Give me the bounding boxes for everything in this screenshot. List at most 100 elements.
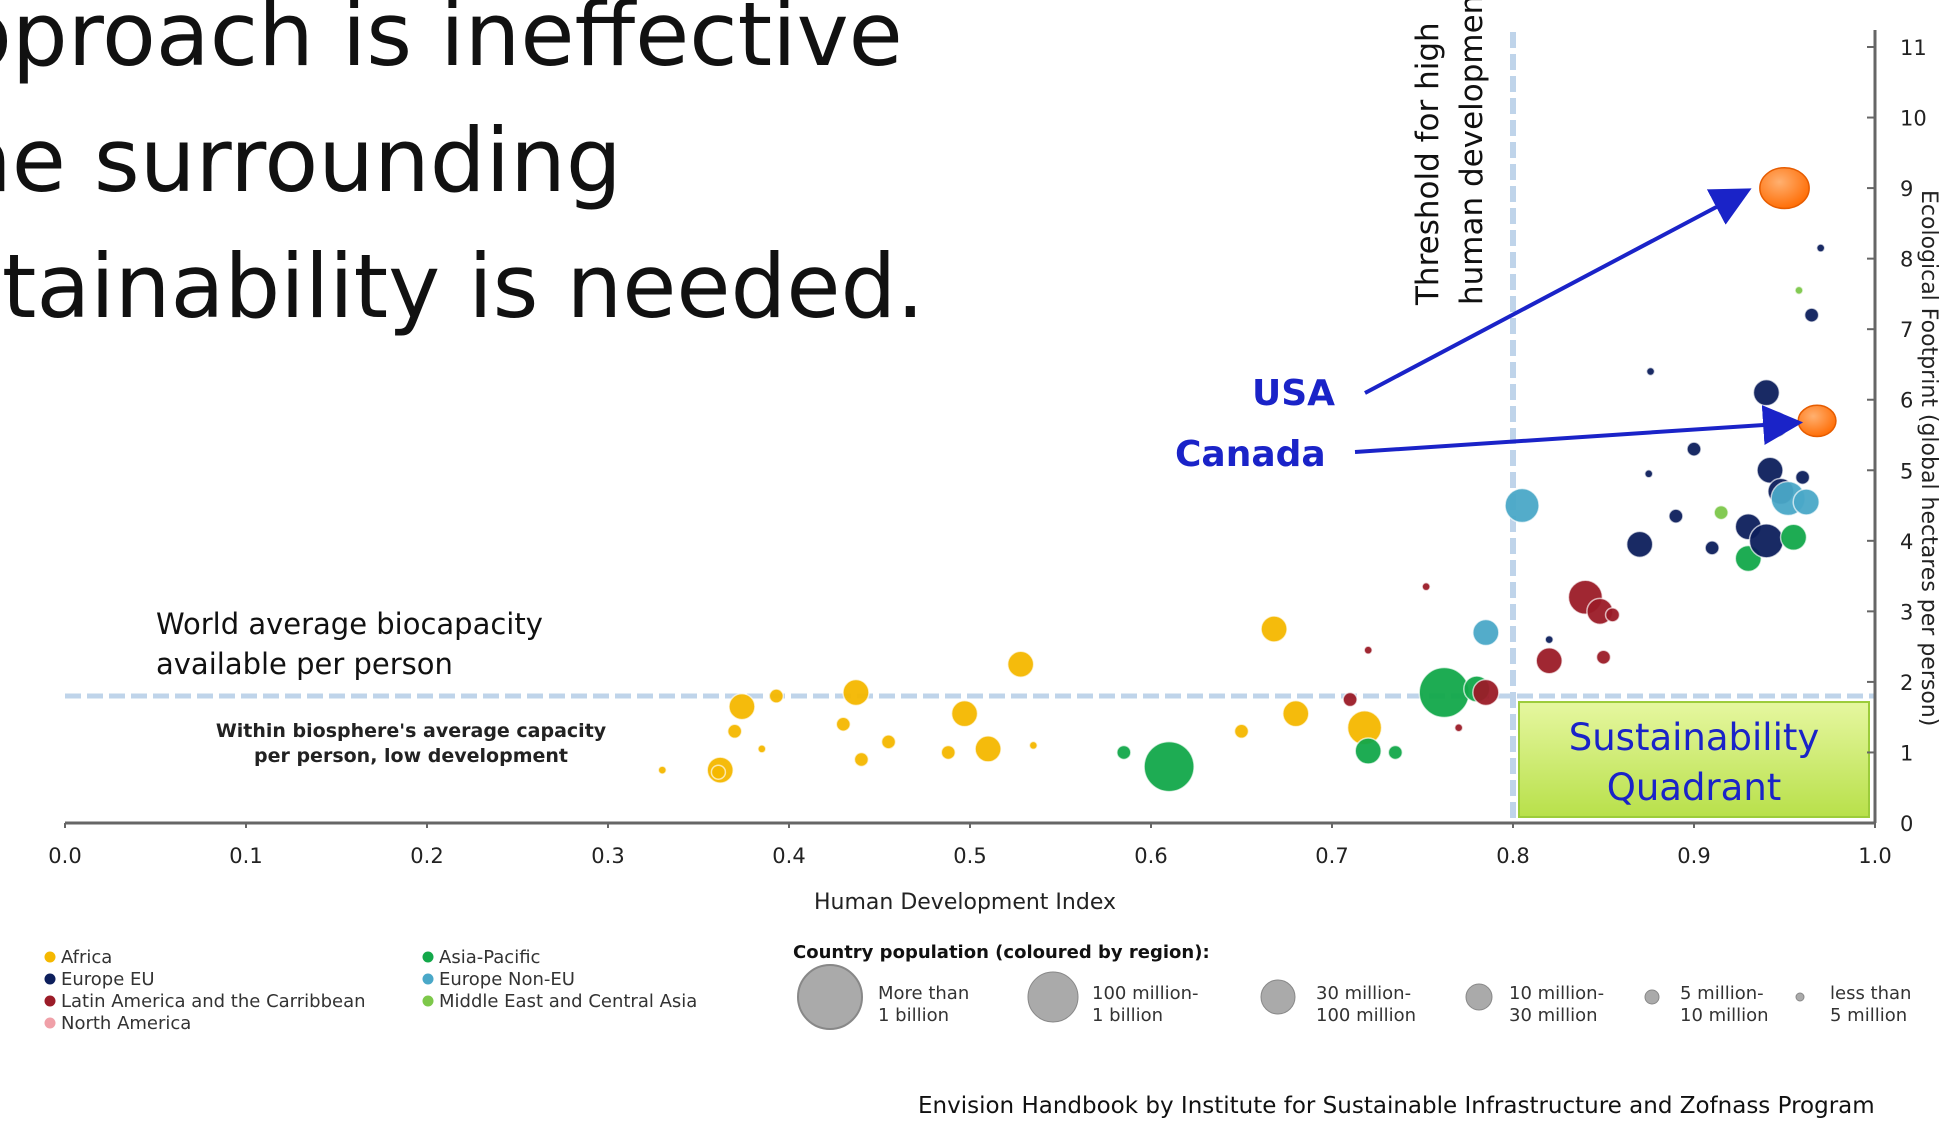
- data-point: [880, 734, 897, 750]
- legend-swatch: [44, 973, 56, 985]
- data-point: [1645, 366, 1656, 377]
- usa-arrow: [1364, 188, 1752, 395]
- canada-arrow: [1354, 405, 1804, 454]
- data-point: [1504, 487, 1540, 524]
- data-point: [1535, 646, 1563, 675]
- data-point: [728, 692, 756, 721]
- world-average-label-line-2: available per person: [156, 647, 453, 681]
- y-tick-label: 8: [1900, 248, 1913, 272]
- legend-swatch: [44, 1017, 56, 1029]
- x-tick-label: 0.1: [229, 844, 262, 868]
- y-axis-title: Ecological Footprint (global hectares pe…: [1916, 190, 1941, 726]
- x-tick-label: 0.4: [772, 844, 805, 868]
- slide-title-line-3: stainability is needed.: [0, 235, 925, 338]
- data-point: [853, 751, 870, 768]
- within-biosphere-label-line-2: per person, low development: [254, 745, 568, 767]
- population-size-swatch: [1795, 992, 1805, 1002]
- population-size-label-line-1: 10 million-: [1509, 983, 1604, 1004]
- data-point: [1779, 523, 1808, 552]
- data-point: [1260, 615, 1288, 643]
- data-point: [1116, 744, 1132, 761]
- data-point: [1644, 469, 1654, 479]
- data-point: [1752, 378, 1781, 407]
- canada-label: Canada: [1175, 434, 1326, 475]
- population-size-label-line-2: 1 billion: [878, 1005, 949, 1026]
- data-point: [1668, 508, 1684, 524]
- population-size-label-line-2: 30 million: [1509, 1005, 1598, 1026]
- slide-title-line-2: he surrounding: [0, 109, 622, 212]
- data-point: [1282, 699, 1310, 728]
- x-tick-label: 0.9: [1677, 844, 1710, 868]
- source-citation: Envision Handbook by Institute for Susta…: [918, 1093, 1875, 1119]
- legend-swatch: [44, 951, 56, 963]
- data-point: [1143, 740, 1195, 793]
- data-point: [1472, 678, 1500, 707]
- legend-swatch: [422, 995, 434, 1007]
- y-tick-label: 9: [1900, 177, 1913, 201]
- within-biosphere-label-line-1: Within biosphere's average capacity: [216, 720, 607, 742]
- threshold-label-line-1: Threshold for high: [1410, 22, 1446, 306]
- population-size-swatch: [1027, 971, 1079, 1023]
- data-point: [1544, 634, 1554, 645]
- chart-background: [65, 32, 1875, 823]
- legend-swatch: [422, 951, 434, 963]
- data-point: [1625, 530, 1654, 559]
- sustainability-quadrant: [1518, 701, 1870, 819]
- x-tick-label: 0.8: [1496, 844, 1529, 868]
- data-point: [1028, 740, 1039, 751]
- x-tick-label: 0.0: [48, 844, 81, 868]
- y-tick-label: 10: [1900, 107, 1927, 131]
- data-point: [1792, 488, 1820, 516]
- data-point: [1815, 243, 1826, 253]
- x-tick-label: 0.6: [1134, 844, 1167, 868]
- world-average-label-line-1: World average biocapacity: [156, 607, 543, 641]
- legend-label: Asia-Pacific: [439, 947, 540, 968]
- data-point: [950, 699, 979, 728]
- data-point: [1604, 607, 1621, 623]
- y-tick-label: 11: [1900, 36, 1927, 60]
- data-point: [1418, 666, 1470, 719]
- data-point: [1803, 307, 1820, 323]
- chart-annotations: World average biocapacity available per p…: [156, 0, 1819, 809]
- legend-label: Middle East and Central Asia: [439, 991, 697, 1012]
- x-tick-label: 0.7: [1315, 844, 1348, 868]
- x-tick-label: 0.3: [591, 844, 624, 868]
- data-point: [1453, 723, 1464, 733]
- legend-swatch: [422, 973, 434, 985]
- population-size-label-line-2: 100 million: [1316, 1005, 1416, 1026]
- data-point: [1421, 581, 1431, 592]
- y-tick-label: 1: [1900, 741, 1913, 765]
- legend-label: Europe EU: [61, 969, 155, 990]
- population-size-label-line-1: less than: [1830, 983, 1911, 1004]
- y-tick-label: 5: [1900, 459, 1913, 483]
- data-point: [726, 723, 743, 740]
- data-point: [1704, 540, 1720, 556]
- data-point: [1387, 744, 1404, 761]
- data-point: [974, 735, 1002, 763]
- population-size-label-line-2: 10 million: [1680, 1005, 1769, 1026]
- population-size-swatch: [1260, 979, 1296, 1015]
- data-point: [1354, 737, 1382, 765]
- data-point: [1686, 441, 1702, 457]
- legend-label: Latin America and the Carribbean: [61, 991, 366, 1012]
- y-tick-label: 7: [1900, 318, 1913, 342]
- legend-label: Africa: [61, 947, 112, 968]
- data-point: [1713, 504, 1729, 521]
- quadrant-label-line-2: Quadrant: [1607, 766, 1782, 809]
- y-tick-label: 0: [1900, 812, 1913, 836]
- data-point: [1006, 650, 1035, 679]
- x-tick-label: 1.0: [1858, 844, 1891, 868]
- data-point: [1595, 649, 1612, 665]
- data-point: [1342, 691, 1358, 708]
- x-tick-label: 0.5: [953, 844, 986, 868]
- data-point: [1363, 645, 1373, 655]
- population-size-label-line-2: 1 billion: [1092, 1005, 1163, 1026]
- population-size-label-line-1: 100 million-: [1092, 983, 1199, 1004]
- data-point: [842, 678, 870, 707]
- highlight-point-usa: [1759, 166, 1810, 210]
- x-axis-title: Human Development Index: [814, 890, 1116, 915]
- y-tick-label: 3: [1900, 600, 1913, 624]
- data-point: [835, 716, 852, 732]
